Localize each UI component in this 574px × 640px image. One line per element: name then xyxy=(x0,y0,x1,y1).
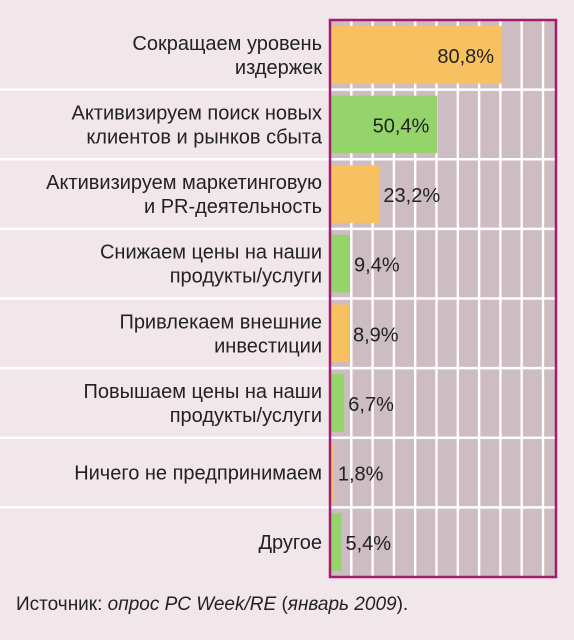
bar xyxy=(330,443,334,502)
source-middle: ( xyxy=(276,594,288,615)
category-label: и PR-деятельность xyxy=(144,196,322,218)
bar xyxy=(330,304,349,363)
value-label: 6,7% xyxy=(348,394,394,416)
category-label: Активизируем маркетинговую xyxy=(46,172,322,194)
category-label: продукты/услуги xyxy=(170,405,322,427)
bar xyxy=(330,95,438,154)
source-suffix: ). xyxy=(396,594,409,615)
bar xyxy=(330,26,503,84)
source-note: Источник: опрос PC Week/RE (январь 2009)… xyxy=(16,594,408,616)
category-label: Повышаем цены на наши xyxy=(83,381,322,403)
value-label: 1,8% xyxy=(338,464,384,486)
value-label: 8,9% xyxy=(353,324,399,346)
bar xyxy=(330,374,345,432)
category-label: продукты/услуги xyxy=(170,266,322,288)
value-label: 23,2% xyxy=(383,185,440,207)
value-label: 80,8% xyxy=(437,46,494,68)
bar xyxy=(330,165,380,223)
category-label: Другое xyxy=(258,532,322,554)
category-label: Снижаем цены на наши xyxy=(100,242,322,264)
category-label: клиентов и рынков сбыта xyxy=(86,126,323,148)
bar xyxy=(330,234,351,293)
source-date: январь 2009 xyxy=(287,594,397,615)
value-label: 5,4% xyxy=(346,533,392,555)
value-label: 9,4% xyxy=(354,255,400,277)
category-label: инвестиции xyxy=(214,335,322,357)
source-survey: опрос PC Week/RE xyxy=(107,594,277,615)
category-label: Активизируем поиск новых xyxy=(72,102,323,124)
category-label: Сокращаем уровень xyxy=(132,33,322,55)
source-prefix: Источник: xyxy=(16,594,108,615)
category-label: издержек xyxy=(235,57,322,79)
bar xyxy=(330,513,342,571)
plot-frame xyxy=(328,18,558,579)
value-label: 50,4% xyxy=(373,115,430,137)
category-label: Привлекаем внешние xyxy=(119,311,322,333)
category-label: Ничего не предпринимаем xyxy=(74,463,322,485)
